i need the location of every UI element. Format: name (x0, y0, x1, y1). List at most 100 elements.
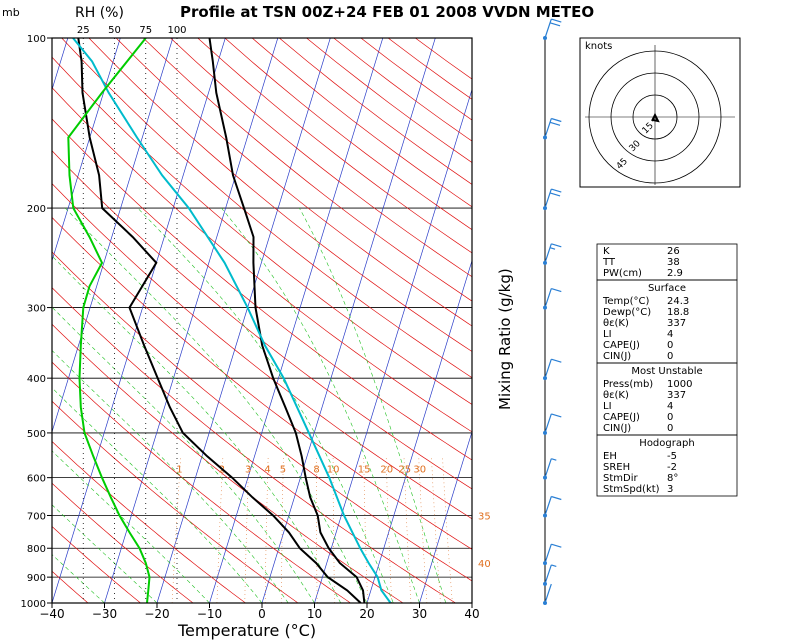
mixing-ratio-title: Mixing Ratio (g/kg) (496, 268, 514, 410)
dry-adiabat-line (52, 56, 472, 405)
wind-barb-flag (551, 243, 562, 248)
mixing-ratio-label: 5 (280, 465, 286, 476)
index-value: 0 (667, 423, 673, 434)
wind-barb-flag (551, 358, 562, 363)
wind-barb-half-flag (549, 247, 556, 250)
index-value: 4 (667, 329, 673, 340)
dry-adiabat-line (88, 38, 472, 352)
isotherm-line (104, 38, 279, 603)
rh-axis-label: RH (%) (75, 5, 124, 21)
index-value: 4 (667, 401, 673, 412)
index-label: CIN(J) (603, 351, 631, 362)
x-tick-label: 0 (258, 607, 266, 621)
y-tick-label: 700 (27, 511, 46, 522)
wind-barb-staff (544, 118, 552, 138)
index-value: 2.9 (667, 268, 683, 279)
wind-barb-staff (544, 288, 552, 308)
mixing-ratio-label: 35 (478, 511, 491, 522)
mixing-ratio-label: 30 (413, 465, 426, 476)
rh-tick-label: 25 (77, 25, 90, 36)
y-tick-label: 400 (27, 374, 46, 385)
wind-barb-staff (544, 458, 552, 478)
moist-adiabat-line (137, 207, 394, 603)
index-label: EH (603, 451, 617, 462)
mixing-ratio-line (442, 456, 453, 603)
moist-adiabat-line (52, 387, 263, 603)
index-value: 0 (667, 412, 673, 423)
index-label: θε(K) (603, 318, 629, 329)
mixing-ratio-label: 20 (380, 465, 393, 476)
rh-tick-label: 75 (139, 25, 152, 36)
wind-barb-flag (551, 288, 562, 293)
index-label: θε(K) (603, 390, 629, 401)
isotherm-line (52, 38, 121, 262)
wind-barb-flag (549, 22, 561, 27)
index-label: StmSpd(kt) (603, 484, 660, 495)
section-title: Hodograph (639, 438, 694, 449)
mixing-ratio-label: 3 (245, 465, 251, 476)
moist-adiabat-line (52, 554, 105, 603)
wind-profile (543, 18, 562, 605)
isotherm-line (419, 430, 472, 603)
dry-adiabat-line (52, 251, 472, 582)
dry-adiabat-line (170, 38, 472, 278)
index-label: Press(mb) (603, 379, 653, 390)
isotherm-line (52, 38, 226, 603)
wind-barb-half-flag (551, 564, 557, 567)
section-box (596, 434, 738, 497)
x-tick-label: 30 (412, 607, 427, 621)
index-label: CAPE(J) (603, 340, 640, 351)
dry-adiabat-line (52, 323, 404, 603)
dry-adiabat-line (52, 118, 472, 461)
mixing-ratio-label: 15 (358, 465, 371, 476)
index-value: 8° (667, 473, 678, 484)
wind-barb-staff (544, 188, 552, 209)
wind-barb-flag (551, 413, 562, 418)
rh-tick-label: 100 (167, 25, 186, 36)
mixing-ratio-label: 10 (327, 465, 340, 476)
mixing-ratio-line (316, 456, 318, 603)
isotherm-line (366, 259, 472, 603)
parcel-profile-line (72, 38, 392, 603)
mixing-ratio-line (418, 456, 428, 603)
x-axis-title: Temperature (°C) (177, 621, 316, 640)
y-tick-label: 800 (27, 544, 46, 555)
moist-adiabat-line (52, 306, 315, 603)
wind-barb-flag (551, 117, 562, 123)
wind-barb-staff (544, 18, 552, 39)
mixing-ratio-label: 8 (313, 465, 319, 476)
isotherm-line (314, 88, 472, 603)
temperature-profile-line (208, 38, 366, 603)
dry-adiabat-line (52, 287, 456, 603)
wind-barb-staff (544, 413, 552, 434)
mixing-ratio-label: 4 (264, 465, 270, 476)
y-tick-label: 900 (27, 573, 46, 584)
wind-barb-staff (544, 583, 552, 604)
mixing-ratio-line (385, 456, 393, 603)
wind-barb-flag (549, 121, 561, 126)
dry-adiabat-line (52, 183, 472, 520)
dry-adiabat-line (143, 38, 472, 302)
dry-adiabat-line (52, 150, 472, 490)
index-label: TT (602, 257, 616, 268)
index-value: 337 (667, 390, 686, 401)
moist-adiabat-line (52, 350, 289, 603)
y-tick-label: 200 (27, 204, 46, 215)
mixing-ratio-line (216, 456, 224, 603)
x-tick-label: −20 (144, 607, 169, 621)
index-label: Dewp(°C) (603, 307, 651, 318)
dry-adiabat-line (52, 216, 472, 550)
wind-barb-flag (549, 192, 561, 197)
wind-barb-staff (544, 564, 552, 585)
dry-adiabat-line (52, 361, 351, 603)
index-value: 1000 (667, 379, 692, 390)
moist-adiabat-line (299, 207, 447, 603)
dry-adiabat-line (52, 400, 299, 603)
dewpoint-profile-line (77, 38, 362, 603)
dry-adiabat-line (61, 38, 472, 379)
index-value: -5 (667, 451, 677, 462)
index-label: StmDir (603, 473, 638, 484)
index-label: Temp(°C) (602, 296, 650, 307)
